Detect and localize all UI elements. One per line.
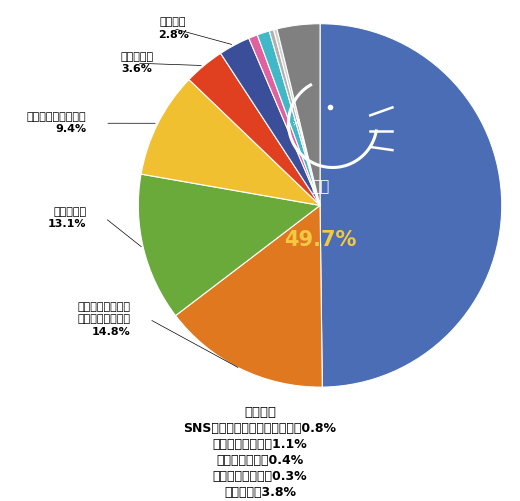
- Text: 暑力行為
2.8%: 暑力行為 2.8%: [158, 17, 189, 40]
- Text: 何度も同じ内容を
繰り返すクレーム
14.8%: 何度も同じ内容を 繰り返すクレーム 14.8%: [77, 302, 131, 337]
- Text: このほか: このほか: [244, 406, 276, 419]
- Text: 威嚼・脅迫
13.1%: 威嚼・脅迫 13.1%: [48, 207, 86, 229]
- Text: ※: ※: [292, 118, 301, 128]
- Text: 金品の要求　　0.4%: 金品の要求 0.4%: [216, 454, 304, 467]
- Wedge shape: [269, 30, 320, 205]
- Text: 権威的（説教）態度
9.4%: 権威的（説教）態度 9.4%: [27, 112, 86, 134]
- Wedge shape: [249, 35, 320, 205]
- Wedge shape: [220, 38, 320, 205]
- Wedge shape: [141, 80, 320, 205]
- Text: 49.7%: 49.7%: [284, 230, 356, 250]
- Text: 土下座の強要　　0.3%: 土下座の強要 0.3%: [213, 470, 307, 483]
- Text: その他　　3.8%: その他 3.8%: [224, 486, 296, 499]
- Wedge shape: [257, 31, 320, 205]
- Wedge shape: [189, 53, 320, 205]
- Text: セクハラ行為　　1.1%: セクハラ行為 1.1%: [213, 438, 307, 451]
- Wedge shape: [274, 29, 320, 205]
- Text: SNS・ネットでの訹謗中傷　　0.8%: SNS・ネットでの訹謗中傷 0.8%: [184, 422, 336, 435]
- Wedge shape: [138, 174, 320, 316]
- Wedge shape: [176, 205, 322, 387]
- Wedge shape: [277, 24, 320, 205]
- Text: 暑言: 暑言: [311, 179, 329, 194]
- Wedge shape: [320, 24, 502, 387]
- Text: 長時間拘束
3.6%: 長時間拘束 3.6%: [120, 52, 153, 75]
